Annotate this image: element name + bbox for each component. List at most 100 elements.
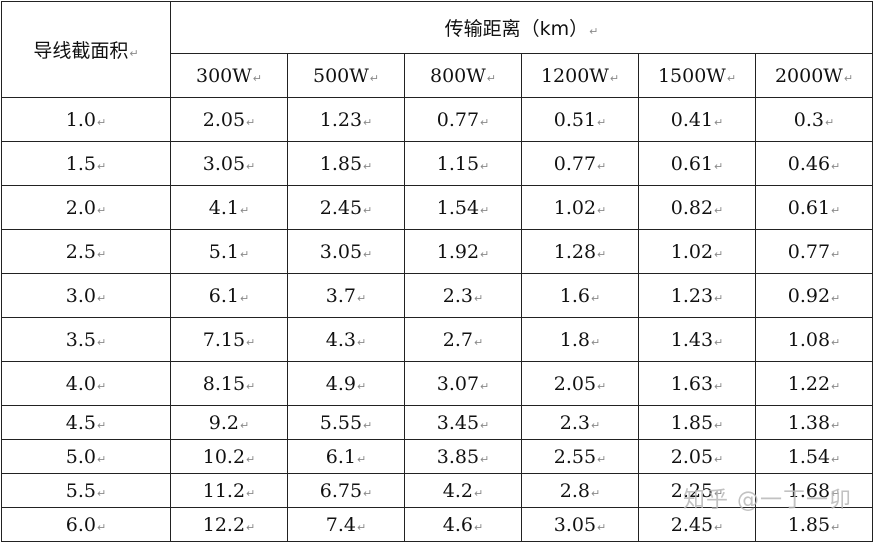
paragraph-mark-icon: ↵ [831, 203, 841, 217]
value-cell: 3.45↵ [404, 405, 522, 440]
value-cell-text: 8.15 [202, 372, 246, 395]
value-cell: 7.15↵ [170, 317, 288, 362]
value-cell: 1.28↵ [521, 229, 639, 274]
paragraph-mark-icon: ↵ [597, 379, 607, 393]
area-cell-text: 4.5 [65, 411, 96, 434]
value-cell: 6.1↵ [170, 273, 288, 318]
paragraph-mark-icon: ↵ [246, 452, 256, 466]
power-header-text: 1500W [657, 64, 726, 87]
value-cell-text: 5.55 [319, 411, 363, 434]
value-cell-text: 0.77 [553, 152, 597, 175]
value-cell-text: 11.2 [202, 479, 246, 502]
paragraph-mark-icon: ↵ [369, 71, 379, 85]
paragraph-mark-icon: ↵ [363, 247, 373, 261]
value-cell: 6.1↵ [287, 439, 405, 474]
paragraph-mark-icon: ↵ [97, 159, 107, 173]
paragraph-mark-icon: ↵ [714, 159, 724, 173]
value-cell-text: 4.9 [325, 372, 356, 395]
value-cell-text: 1.92 [436, 240, 480, 263]
value-cell-text: 0.61 [670, 152, 714, 175]
value-cell-text: 3.45 [436, 411, 480, 434]
value-cell-text: 0.77 [436, 108, 480, 131]
area-cell-text: 2.5 [65, 240, 96, 263]
value-cell-text: 6.75 [319, 479, 363, 502]
value-cell: 2.3↵ [521, 405, 639, 440]
paragraph-mark-icon: ↵ [591, 418, 601, 432]
paragraph-mark-icon: ↵ [97, 115, 107, 129]
paragraph-mark-icon: ↵ [240, 247, 250, 261]
value-cell-text: 3.85 [436, 445, 480, 468]
table-row: 3.0↵ 6.1↵ 3.7↵ 2.3↵ 1.6↵ 1.23↵ 0.92↵ [1, 273, 873, 318]
value-cell: 0.77↵ [404, 97, 522, 142]
value-cell: 1.63↵ [638, 361, 756, 406]
value-cell-text: 1.08 [787, 328, 831, 351]
paragraph-mark-icon: ↵ [831, 335, 841, 349]
paragraph-mark-icon: ↵ [831, 520, 841, 534]
table-row: 4.0↵ 8.15↵ 4.9↵ 3.07↵ 2.05↵ 1.63↵ 1.22↵ [1, 361, 873, 406]
value-cell: 1.54↵ [404, 185, 522, 230]
paragraph-mark-icon: ↵ [363, 203, 373, 217]
paragraph-mark-icon: ↵ [97, 379, 107, 393]
paragraph-mark-icon: ↵ [831, 379, 841, 393]
value-cell-text: 1.85 [319, 152, 363, 175]
area-cell-text: 5.0 [65, 445, 96, 468]
value-cell: 2.45↵ [287, 185, 405, 230]
area-cell: 4.5↵ [1, 405, 171, 440]
paragraph-mark-icon: ↵ [97, 291, 107, 305]
paragraph-mark-icon: ↵ [363, 115, 373, 129]
paragraph-mark-icon: ↵ [480, 159, 490, 173]
paragraph-mark-icon: ↵ [714, 418, 724, 432]
area-cell: 5.5↵ [1, 473, 171, 508]
value-cell: 5.1↵ [170, 229, 288, 274]
value-cell-text: 6.1 [325, 445, 356, 468]
header-transmission-distance: 传输距离（km）↵ [170, 1, 873, 54]
area-cell-text: 4.0 [65, 372, 96, 395]
value-cell-text: 0.61 [787, 196, 831, 219]
paragraph-mark-icon: ↵ [480, 115, 490, 129]
value-cell-text: 0.46 [787, 152, 831, 175]
value-cell: 9.2↵ [170, 405, 288, 440]
value-cell-text: 6.1 [208, 284, 239, 307]
value-cell: 1.23↵ [287, 97, 405, 142]
header-wire-area: 导线截面积↵ [1, 1, 171, 98]
value-cell: 11.2↵ [170, 473, 288, 508]
paragraph-mark-icon: ↵ [609, 71, 620, 85]
value-cell: 1.85↵ [638, 405, 756, 440]
value-cell-text: 1.15 [436, 152, 480, 175]
value-cell-text: 2.05 [553, 372, 597, 395]
paragraph-mark-icon: ↵ [831, 247, 841, 261]
value-cell: 0.46↵ [755, 141, 873, 186]
paragraph-mark-icon: ↵ [480, 452, 490, 466]
paragraph-mark-icon: ↵ [597, 159, 607, 173]
power-header-text: 1200W [540, 64, 609, 87]
value-cell: 0.82↵ [638, 185, 756, 230]
paragraph-mark-icon: ↵ [714, 520, 724, 534]
value-cell-text: 1.23 [319, 108, 363, 131]
paragraph-mark-icon: ↵ [129, 47, 139, 60]
area-cell: 2.0↵ [1, 185, 171, 230]
value-cell-text: 3.05 [553, 513, 597, 536]
paragraph-mark-icon: ↵ [714, 115, 724, 129]
power-header-text: 500W [312, 64, 369, 87]
value-cell-text: 1.38 [787, 411, 831, 434]
paragraph-mark-icon: ↵ [246, 115, 256, 129]
paragraph-mark-icon: ↵ [825, 115, 835, 129]
value-cell-text: 0.77 [787, 240, 831, 263]
value-cell: 2.7↵ [404, 317, 522, 362]
power-header-cell: 1200W↵ [521, 53, 639, 98]
paragraph-mark-icon: ↵ [831, 291, 841, 305]
value-cell: 1.02↵ [521, 185, 639, 230]
area-cell: 1.0↵ [1, 97, 171, 142]
value-cell-text: 1.6 [559, 284, 590, 307]
paragraph-mark-icon: ↵ [831, 418, 841, 432]
paragraph-mark-icon: ↵ [474, 335, 484, 349]
value-cell: 1.8↵ [521, 317, 639, 362]
power-header-text: 300W [195, 64, 252, 87]
paragraph-mark-icon: ↵ [97, 247, 107, 261]
value-cell: 3.05↵ [287, 229, 405, 274]
value-cell-text: 2.25 [670, 479, 714, 502]
area-cell-text: 5.5 [65, 479, 96, 502]
paragraph-mark-icon: ↵ [597, 203, 607, 217]
value-cell: 8.15↵ [170, 361, 288, 406]
